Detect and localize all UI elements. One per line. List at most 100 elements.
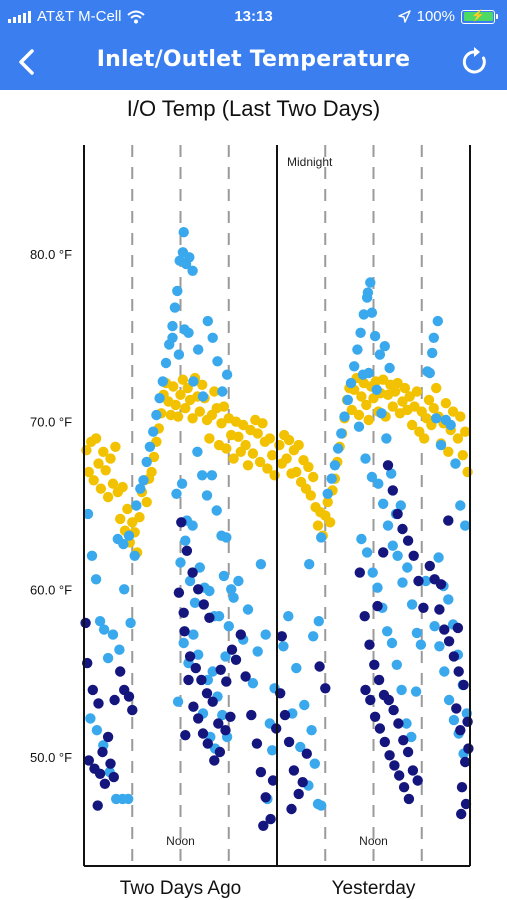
data-point-series-1 [411, 386, 423, 397]
data-point-series-2 [345, 377, 357, 389]
data-point-series-2 [411, 627, 423, 639]
data-point-series-1 [457, 450, 468, 461]
data-point-series-1 [100, 465, 111, 476]
data-point-series-1 [387, 401, 398, 412]
data-point-series-2 [247, 678, 259, 689]
data-point-series-2 [221, 369, 233, 380]
data-point-series-3 [462, 716, 473, 727]
data-point-series-1 [431, 382, 442, 394]
data-point-series-2 [360, 453, 371, 464]
data-point-series-2 [369, 330, 381, 342]
data-point-series-2 [450, 458, 461, 469]
data-point-series-2 [420, 575, 431, 587]
data-point-series-1 [452, 433, 464, 444]
navigation-bar: Inlet/Outlet Temperature [0, 34, 507, 90]
data-point-series-3 [97, 746, 108, 758]
refresh-button[interactable] [457, 44, 493, 80]
data-point-series-2 [114, 644, 125, 655]
data-point-series-3 [463, 743, 474, 754]
data-point-series-3 [213, 718, 224, 729]
data-point-series-3 [458, 679, 469, 691]
data-point-series-2 [372, 582, 383, 593]
data-point-series-1 [428, 403, 439, 414]
data-point-series-3 [293, 788, 304, 800]
data-point-series-1 [117, 481, 128, 493]
data-point-series-2 [260, 629, 271, 640]
annotation-label: Noon [359, 834, 388, 848]
data-point-series-3 [383, 694, 394, 706]
data-point-series-3 [209, 755, 220, 766]
data-point-series-1 [170, 399, 181, 411]
data-point-series-3 [354, 567, 365, 578]
data-point-series-3 [207, 696, 218, 707]
data-point-series-1 [419, 433, 430, 444]
data-point-series-1 [262, 463, 273, 474]
data-point-series-2 [173, 349, 185, 360]
data-point-series-2 [188, 629, 199, 640]
data-point-series-3 [408, 550, 419, 561]
data-point-series-3 [418, 602, 429, 613]
data-point-series-3 [413, 575, 424, 587]
data-point-series-3 [180, 730, 191, 741]
data-point-series-2 [381, 433, 392, 444]
data-point-series-3 [369, 711, 381, 722]
data-point-series-2 [429, 621, 440, 632]
data-point-series-2 [378, 498, 389, 509]
data-point-series-3 [382, 460, 394, 471]
chart-title: I/O Temp (Last Two Days) [126, 96, 381, 121]
data-point-series-3 [225, 711, 236, 722]
data-point-series-1 [252, 428, 263, 439]
data-point-series-2 [197, 470, 208, 481]
data-point-series-3 [435, 579, 447, 590]
data-point-series-3 [389, 760, 400, 771]
data-point-series-2 [434, 641, 445, 652]
data-point-series-2 [211, 505, 222, 516]
data-point-series-3 [258, 820, 269, 831]
data-point-series-1 [274, 439, 285, 451]
data-point-series-3 [255, 766, 267, 778]
data-point-series-2 [306, 725, 317, 736]
data-point-series-3 [230, 654, 242, 665]
data-point-series-2 [86, 550, 98, 561]
data-point-series-1 [122, 503, 133, 515]
data-point-series-3 [276, 631, 287, 642]
data-point-series-1 [105, 453, 116, 464]
data-point-series-2 [313, 616, 324, 627]
data-point-series-1 [356, 391, 367, 402]
data-point-series-2 [107, 629, 119, 640]
data-point-series-2 [123, 530, 135, 541]
data-point-series-2 [98, 624, 110, 635]
data-point-series-1 [283, 434, 295, 446]
data-point-series-1 [423, 394, 435, 406]
data-point-series-3 [197, 728, 209, 739]
data-point-series-1 [127, 517, 138, 528]
data-point-series-2 [183, 327, 194, 338]
data-point-series-2 [197, 391, 209, 402]
data-point-series-1 [168, 381, 179, 392]
data-point-series-2 [309, 758, 320, 769]
data-point-series-3 [220, 725, 231, 736]
data-point-series-2 [178, 227, 189, 238]
data-point-series-2 [428, 332, 439, 343]
data-point-series-3 [123, 691, 135, 702]
data-point-series-2 [379, 341, 390, 352]
data-point-series-2 [242, 604, 254, 615]
data-point-series-2 [392, 550, 403, 561]
data-point-series-3 [365, 694, 376, 706]
temperature-scatter-chart: 50.0 °F 60.0 °F 70.0 °F 80.0 °F Midnight Noon… [30, 145, 474, 899]
data-point-series-2 [119, 584, 130, 595]
data-point-series-3 [402, 535, 414, 546]
back-button[interactable] [10, 44, 46, 80]
data-point-series-2 [373, 478, 384, 489]
data-point-series-3 [297, 777, 308, 788]
data-point-series-2 [187, 265, 198, 276]
data-point-series-1 [197, 379, 208, 390]
data-point-series-2 [188, 376, 199, 387]
data-point-series-2 [102, 652, 114, 664]
data-point-series-2 [207, 332, 218, 343]
data-point-series-2 [180, 535, 191, 546]
data-point-series-2 [433, 552, 444, 563]
data-point-series-3 [448, 651, 460, 662]
data-point-series-3 [439, 624, 450, 635]
data-point-series-3 [392, 508, 403, 520]
